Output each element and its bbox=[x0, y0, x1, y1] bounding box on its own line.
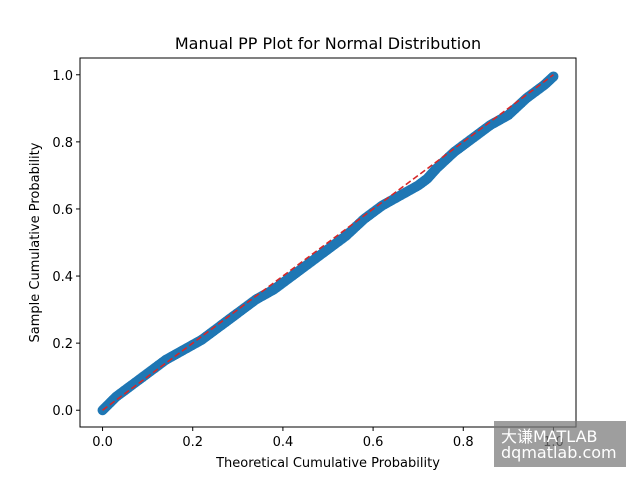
y-tick-label: 0.8 bbox=[52, 136, 73, 151]
x-tick-label: 0.2 bbox=[182, 435, 203, 450]
y-tick-label: 0.2 bbox=[52, 337, 73, 352]
x-tick-label: 0.0 bbox=[92, 435, 113, 450]
x-tick-label: 0.8 bbox=[453, 435, 474, 450]
y-axis-label: Sample Cumulative Probability bbox=[28, 142, 43, 342]
y-tick-label: 1.0 bbox=[52, 69, 73, 84]
x-tick-label: 0.6 bbox=[363, 435, 384, 450]
y-tick-label: 0.0 bbox=[52, 404, 73, 419]
x-axis-label: Theoretical Cumulative Probability bbox=[215, 456, 440, 471]
reference-line bbox=[102, 74, 554, 411]
scatter-point bbox=[548, 71, 559, 82]
watermark-line2: dqmatlab.com bbox=[501, 443, 617, 462]
plot-frame bbox=[79, 57, 577, 428]
watermark-line1: 大谦MATLAB bbox=[501, 427, 598, 446]
chart-title: Manual PP Plot for Normal Distribution bbox=[175, 34, 481, 53]
x-tick-label: 0.4 bbox=[273, 435, 294, 450]
axis-ticks: 0.00.20.40.60.81.00.00.20.40.60.81.0 bbox=[52, 69, 563, 450]
y-tick-label: 0.6 bbox=[52, 203, 73, 218]
plot-marks bbox=[97, 71, 559, 416]
watermark: 大谦MATLAB dqmatlab.com bbox=[494, 421, 626, 467]
y-tick-label: 0.4 bbox=[52, 270, 73, 285]
